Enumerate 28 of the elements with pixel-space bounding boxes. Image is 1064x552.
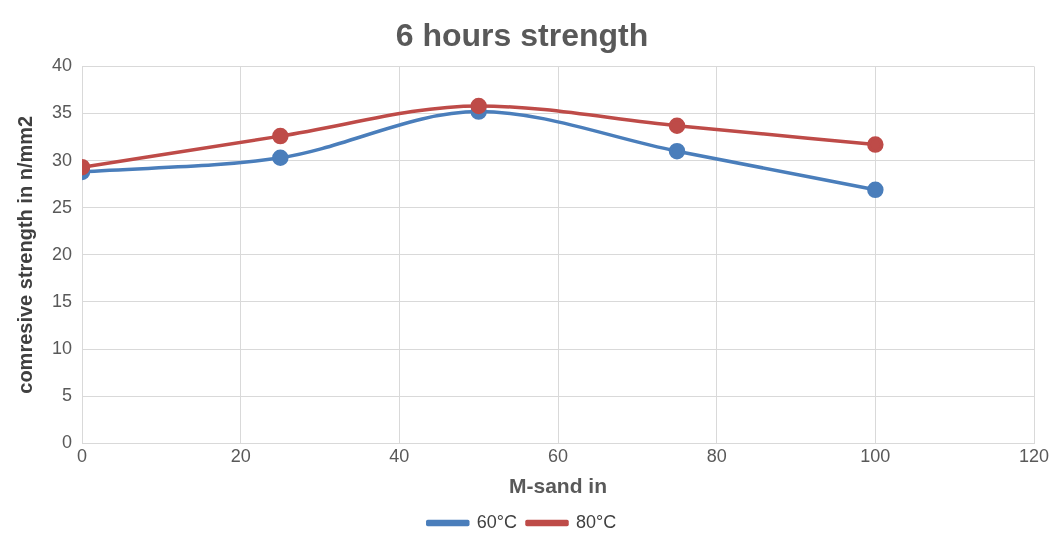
x-axis-title: M-sand in [509,474,608,498]
y-tick-label: 35 [51,102,73,123]
y-axis-title: comresive strength in n/mm2 [13,115,36,394]
legend-label: 80°C [576,511,617,532]
x-tick-label: 20 [230,445,251,466]
x-tick-label: 80 [706,445,727,466]
x-tick-label: 0 [77,445,88,466]
y-tick-label: 10 [51,337,73,358]
point [668,117,686,134]
legend-label: 60°C [476,511,517,532]
x-tick-label: 40 [389,445,410,466]
point [272,127,289,145]
point [867,136,884,153]
y-tick-label: 15 [51,290,73,311]
y-tick-label: 25 [51,196,73,217]
y-tick-label: 0 [62,432,73,453]
chart-title: 6 hours strength [395,17,649,54]
point [470,97,487,115]
x-tick-label: 60 [548,445,569,466]
y-tick-label: 20 [51,243,73,264]
y-tick-label: 5 [62,385,73,406]
y-tick-label: 40 [51,55,73,76]
point [867,181,884,199]
point [668,142,686,160]
point [272,149,289,167]
y-tick-label: 30 [51,149,73,170]
x-tick-label: 100 [860,445,891,466]
x-tick-label: 120 [1018,445,1050,466]
